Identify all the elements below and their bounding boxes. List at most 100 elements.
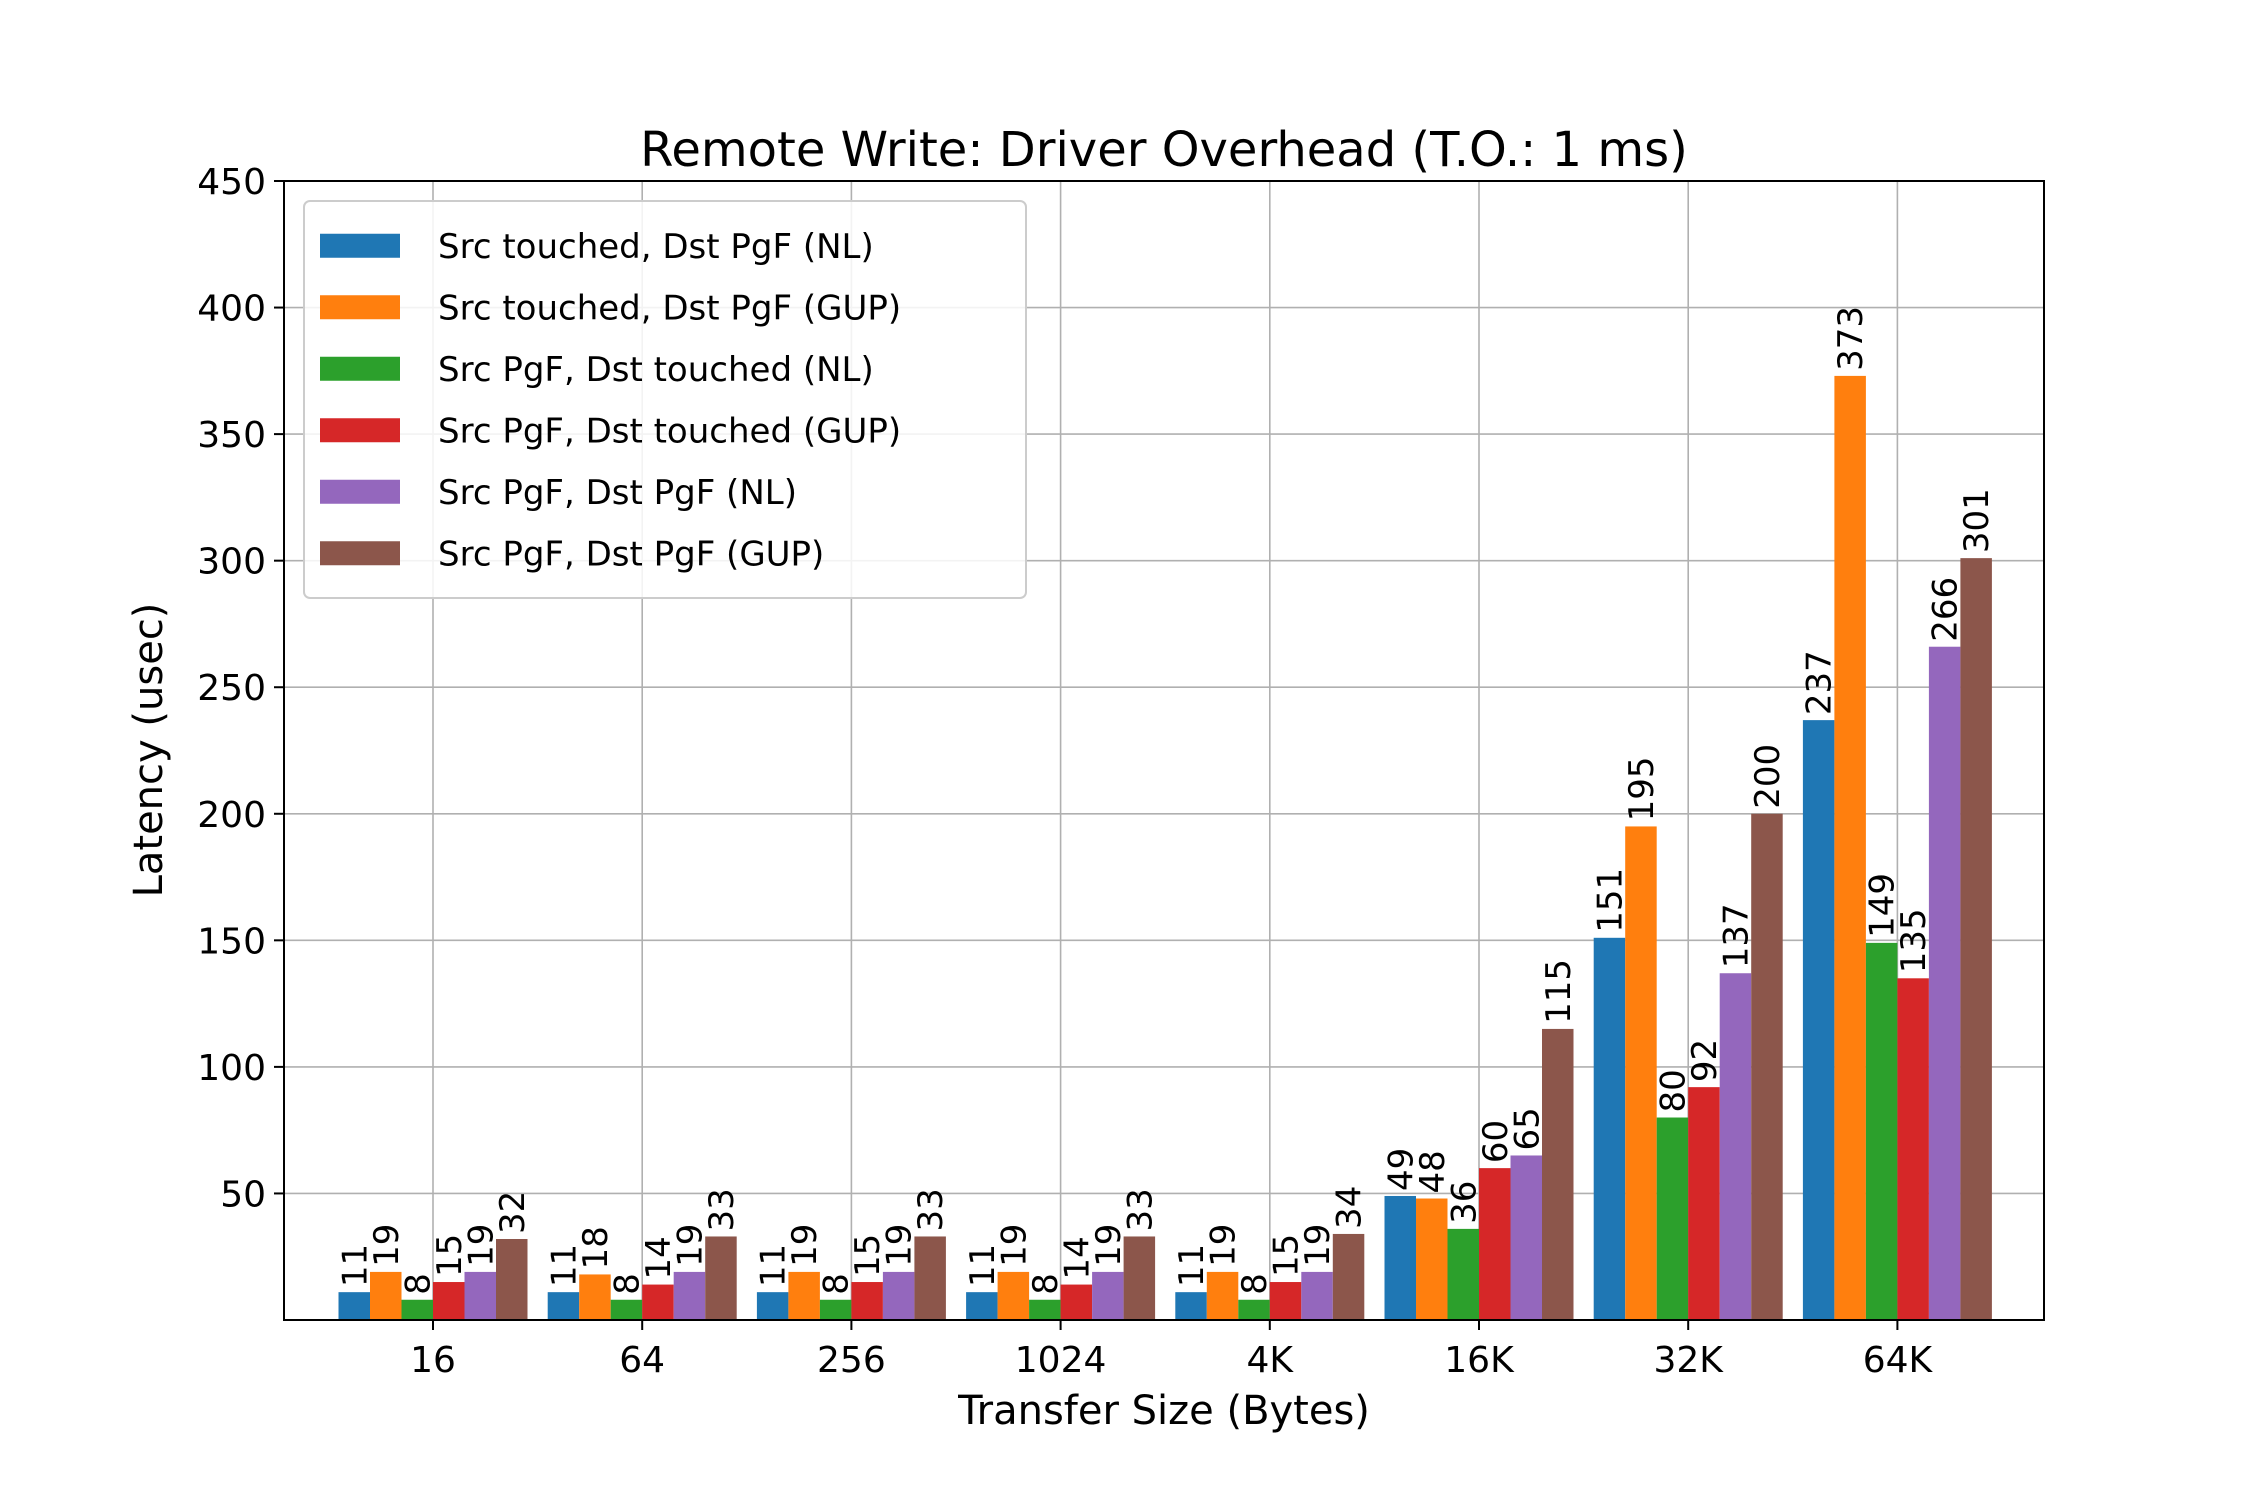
legend-swatch	[320, 233, 400, 258]
data-label: 149	[1863, 873, 1903, 938]
legend-swatch	[320, 356, 400, 381]
bar	[1060, 1284, 1093, 1320]
data-label: 11	[1172, 1244, 1212, 1287]
bar	[819, 1299, 852, 1320]
bar	[1123, 1236, 1156, 1320]
bar	[496, 1239, 528, 1320]
bar	[705, 1236, 737, 1320]
bar	[433, 1282, 465, 1320]
bar	[1897, 978, 1929, 1320]
data-label: 60	[1476, 1120, 1516, 1163]
x-tick-label: 32K	[1653, 1340, 1724, 1381]
data-label: 11	[754, 1244, 794, 1287]
bar	[1332, 1233, 1365, 1320]
legend-swatch	[320, 479, 400, 504]
y-tick-label: 150	[197, 921, 266, 962]
data-label: 15	[848, 1234, 888, 1277]
data-label: 15	[430, 1234, 470, 1277]
data-label: 19	[461, 1224, 501, 1267]
bar	[1447, 1228, 1479, 1320]
data-label: 92	[1685, 1039, 1725, 1082]
x-tick-label: 64K	[1863, 1340, 1934, 1381]
bar	[1238, 1299, 1270, 1320]
data-label: 65	[1507, 1107, 1547, 1150]
chart-title: Remote Write: Driver Overhead (T.O.: 1 m…	[640, 122, 1688, 178]
data-label: 266	[1926, 577, 1966, 642]
legend-swatch	[320, 541, 400, 566]
legend: Src touched, Dst PgF (NL) Src touched, Ds…	[303, 200, 1027, 599]
data-label: 19	[1298, 1224, 1338, 1267]
y-tick-label: 400	[197, 289, 266, 330]
data-label: 135	[1894, 908, 1934, 973]
data-label: 33	[702, 1188, 742, 1231]
legend-swatch	[320, 418, 400, 443]
data-label: 8	[1235, 1273, 1275, 1295]
bar	[1802, 720, 1835, 1320]
data-label: 15	[1267, 1234, 1307, 1277]
bar	[1625, 826, 1657, 1320]
data-label: 19	[670, 1224, 710, 1267]
data-label: 11	[544, 1244, 584, 1287]
bar	[1092, 1271, 1124, 1320]
bar	[464, 1271, 496, 1320]
data-label: 19	[1089, 1224, 1129, 1267]
bar	[1206, 1271, 1239, 1320]
y-tick-label: 200	[197, 795, 266, 836]
data-label: 33	[911, 1188, 951, 1231]
data-label: 115	[1539, 959, 1579, 1024]
bar	[851, 1282, 883, 1320]
legend-swatch	[320, 295, 400, 320]
legend-entry-label: Src touched, Dst PgF (NL)	[438, 227, 874, 267]
data-label: 80	[1653, 1069, 1693, 1112]
legend-entry-label: Src touched, Dst PgF (GUP)	[438, 288, 901, 328]
bar	[966, 1292, 998, 1320]
bar	[1865, 942, 1898, 1320]
bar	[1928, 646, 1961, 1320]
bar	[1960, 558, 1992, 1320]
data-label: 200	[1748, 744, 1788, 809]
bar	[1479, 1168, 1511, 1320]
data-label: 19	[994, 1224, 1034, 1267]
data-label: 11	[335, 1244, 375, 1287]
bar	[1175, 1292, 1207, 1320]
data-label: 48	[1413, 1150, 1453, 1193]
bar	[1593, 937, 1626, 1320]
bar	[788, 1271, 820, 1320]
data-label: 19	[367, 1224, 407, 1267]
x-tick-label: 16K	[1444, 1340, 1515, 1381]
x-tick-label: 4K	[1247, 1340, 1295, 1381]
bar	[547, 1292, 580, 1320]
bar	[1542, 1028, 1574, 1320]
data-labels: 11 11 11 11 11 49 151 237 19 18 19 19 19 48 195 373 8 8 8 8…	[335, 306, 1997, 1295]
bar	[338, 1292, 370, 1320]
bar	[401, 1299, 433, 1320]
y-tick-label: 250	[197, 668, 266, 709]
bar	[1416, 1198, 1448, 1320]
x-tick-label: 256	[817, 1340, 886, 1381]
data-label: 34	[1330, 1186, 1370, 1229]
data-label: 301	[1957, 488, 1997, 553]
data-label: 19	[880, 1224, 920, 1267]
bar	[997, 1271, 1030, 1320]
bar	[610, 1299, 643, 1320]
legend-entry-label: Src PgF, Dst touched (GUP)	[438, 411, 901, 451]
data-label: 237	[1800, 650, 1840, 715]
bar	[673, 1271, 706, 1320]
y-tick-label: 350	[197, 415, 266, 456]
bar	[1751, 813, 1783, 1320]
legend-box	[303, 200, 1027, 599]
bar	[1510, 1155, 1542, 1320]
data-label: 137	[1716, 903, 1756, 968]
bar	[882, 1271, 915, 1320]
bar	[579, 1274, 611, 1320]
bar	[914, 1236, 946, 1320]
data-label: 373	[1831, 306, 1871, 371]
data-label: 195	[1622, 757, 1662, 822]
bar	[370, 1271, 402, 1320]
bar	[1834, 375, 1866, 1320]
bar	[1719, 973, 1752, 1320]
data-label: 18	[576, 1226, 616, 1269]
bars	[338, 375, 1992, 1320]
legend-entry-label: Src PgF, Dst PgF (GUP)	[438, 534, 824, 574]
data-label: 33	[1120, 1188, 1160, 1231]
